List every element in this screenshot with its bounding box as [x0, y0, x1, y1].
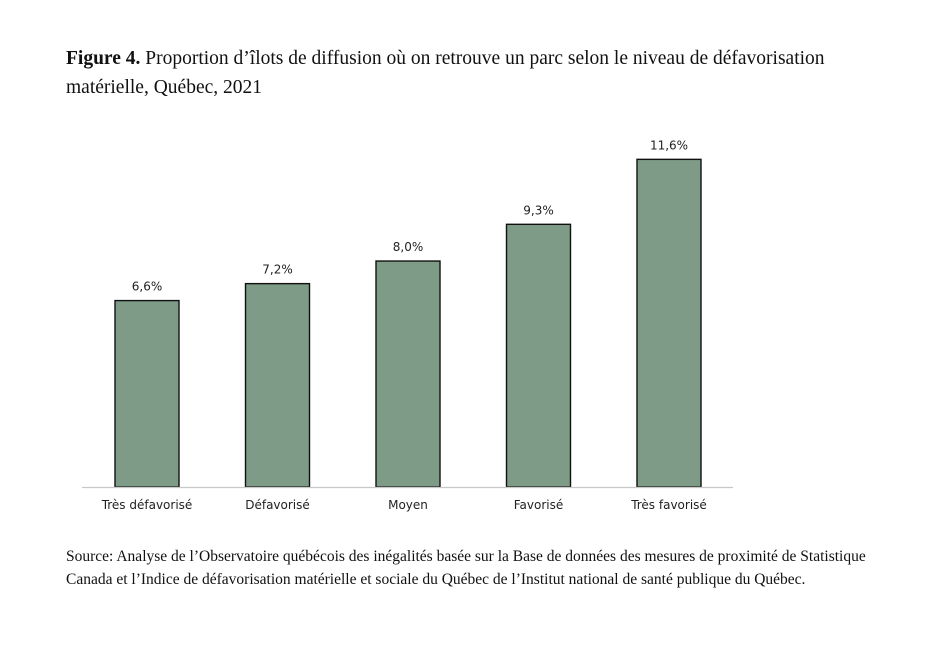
bar-3	[375, 260, 441, 488]
figure-title: Figure 4. Proportion d’îlots de diffusio…	[66, 44, 896, 102]
bar-4	[505, 223, 572, 488]
category-label-3: Moyen	[388, 498, 428, 512]
category-label-1: Très défavorisé	[101, 498, 193, 512]
figure-title-text: Proportion d’îlots de diffusion où on re…	[66, 48, 825, 98]
data-label-3: 8,0%	[393, 240, 424, 254]
category-label-2: Défavorisé	[245, 498, 310, 512]
bar-5	[636, 158, 702, 488]
bars-group	[114, 158, 702, 488]
bar-1	[114, 299, 180, 488]
bar-2	[244, 282, 311, 488]
data-label-1: 6,6%	[132, 280, 163, 294]
data-label-4: 9,3%	[523, 203, 554, 217]
figure-label: Figure 4.	[66, 48, 141, 69]
source-note: Source: Analyse de l’Observatoire québéc…	[66, 548, 866, 588]
data-label-2: 7,2%	[262, 263, 293, 277]
category-label-4: Favorisé	[514, 498, 564, 512]
category-label-5: Très favorisé	[630, 498, 707, 512]
labels-group: 6,6% Très défavorisé 7,2% Défavorisé 8,0% Moy…	[101, 138, 707, 512]
data-label-5: 11,6%	[650, 138, 688, 152]
